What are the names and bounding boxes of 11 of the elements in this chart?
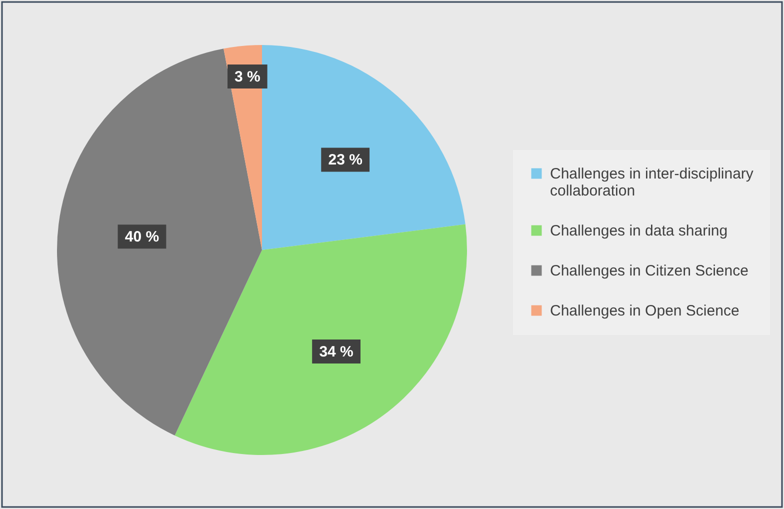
pie-slice [57, 48, 262, 436]
legend-label: Challenges in Open Science [550, 302, 740, 320]
pie-slice [262, 45, 466, 250]
data-label: 40 % [124, 228, 160, 246]
data-label: 3 % [234, 68, 260, 86]
legend-label: Challenges in data sharing [550, 222, 728, 240]
data-label: 34 % [319, 344, 354, 361]
legend-label: Challenges in inter-disciplinary collaboration [550, 166, 754, 200]
legend-label: Challenges in Citizen Science [550, 262, 748, 280]
data-label: 23 % [328, 152, 362, 169]
pie-slice [174, 224, 467, 455]
